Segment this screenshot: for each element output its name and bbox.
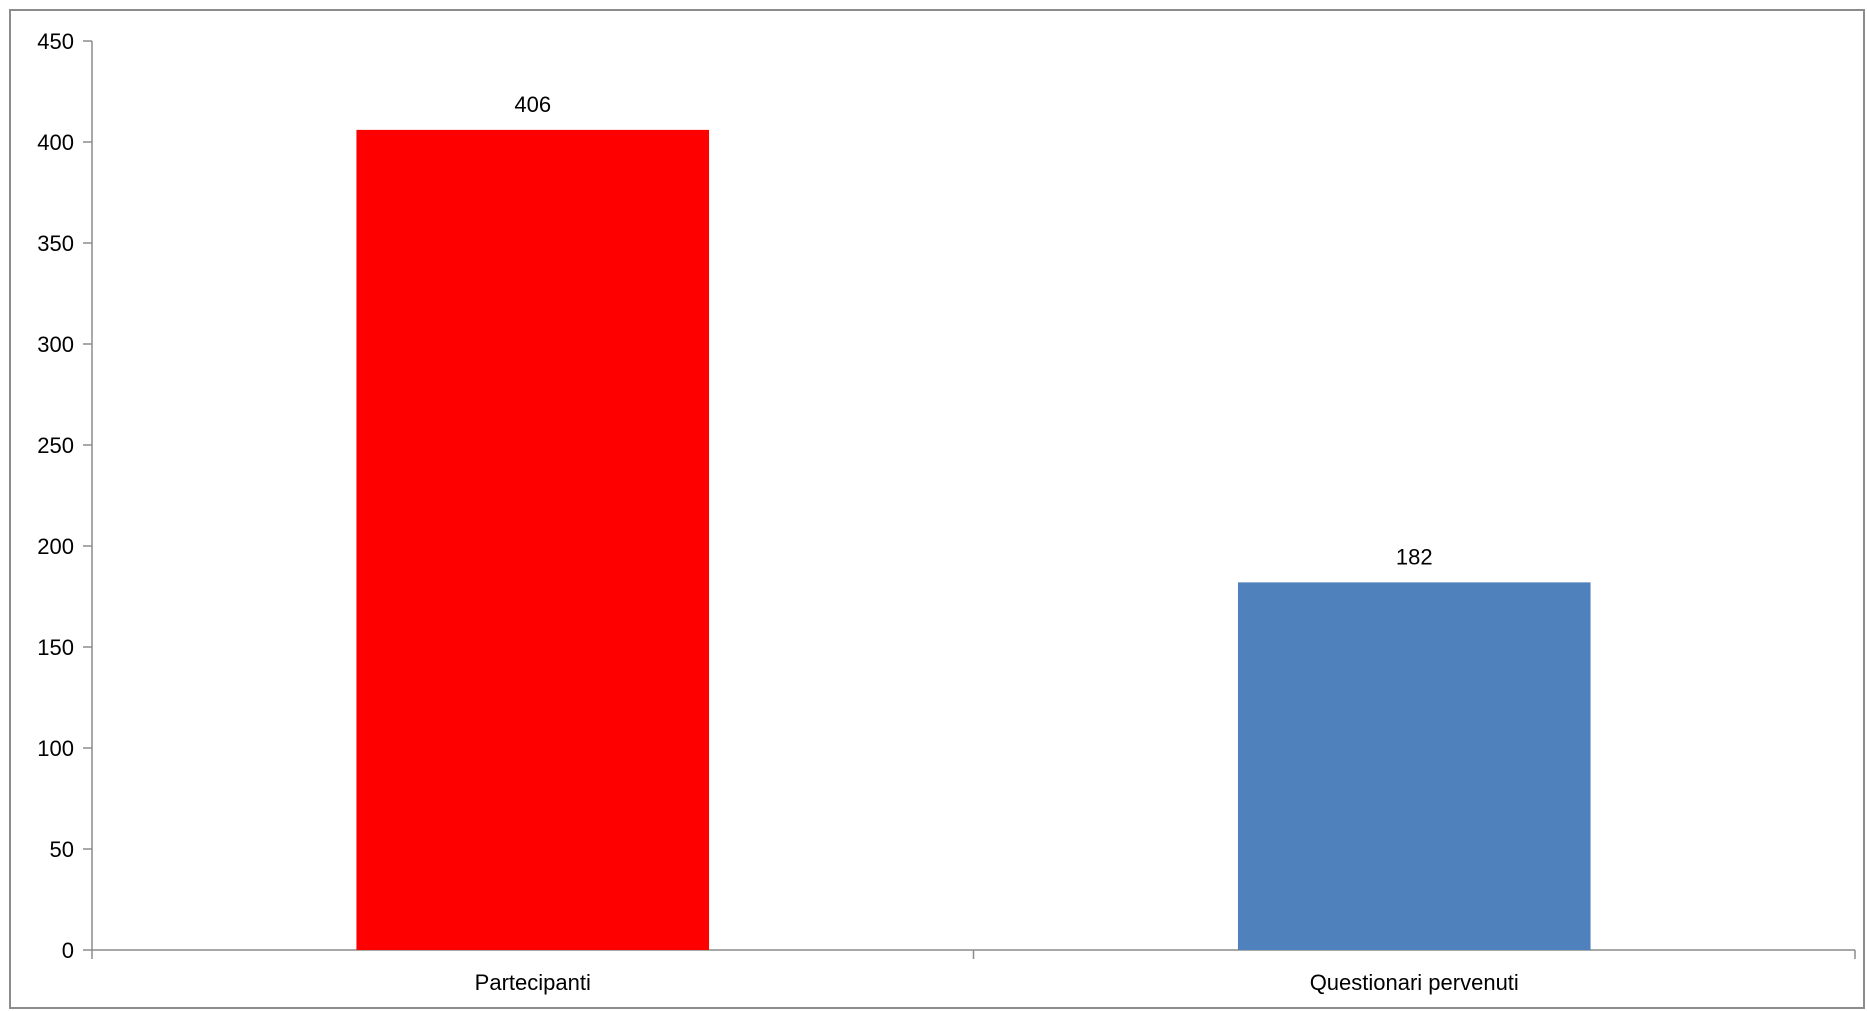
y-tick-label: 0 (62, 938, 74, 963)
y-tick-label: 200 (37, 534, 74, 559)
data-label: 182 (1396, 544, 1433, 569)
y-tick-label: 150 (37, 635, 74, 660)
y-tick-label: 300 (37, 332, 74, 357)
x-category-label: Partecipanti (475, 970, 591, 995)
bar-questionari-pervenuti (1237, 582, 1591, 950)
x-axis: Partecipanti Questionari pervenuti (91, 949, 1856, 995)
x-category-label: Questionari pervenuti (1310, 970, 1519, 995)
y-tick-label: 50 (50, 837, 74, 862)
y-tick-label: 250 (37, 433, 74, 458)
y-tick-label: 400 (37, 130, 74, 155)
y-tick-label: 100 (37, 736, 74, 761)
y-tick-label: 350 (37, 231, 74, 256)
data-label: 406 (514, 92, 551, 117)
bars (356, 129, 1591, 950)
y-tick-label: 450 (37, 29, 74, 54)
y-axis: 0 50 100 150 200 250 300 350 400 450 (37, 29, 93, 963)
data-labels: 406 182 (514, 92, 1432, 569)
bar-partecipanti (356, 129, 710, 950)
